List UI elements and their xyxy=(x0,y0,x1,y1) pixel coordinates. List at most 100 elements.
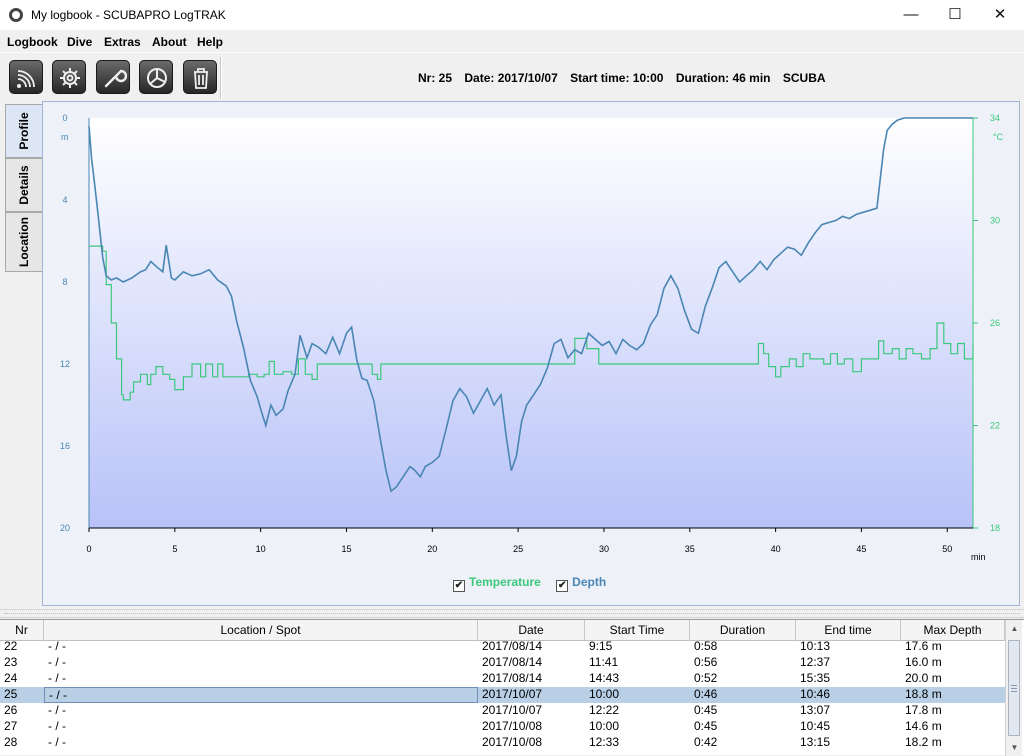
chart-legend: ✔ Temperature ✔ Depth xyxy=(453,575,606,592)
depth-tick-label: 12 xyxy=(60,359,70,369)
tab-details-label: Details xyxy=(17,165,31,205)
cell-duration: 0:45 xyxy=(694,703,718,717)
settings-gear-icon xyxy=(60,68,80,88)
menu-about[interactable]: About xyxy=(152,35,187,49)
table-row[interactable]: 22 - / - 2017/08/14 9:15 0:58 10:13 17.6 m xyxy=(0,641,1005,655)
connect-device-button[interactable] xyxy=(9,60,43,94)
scroll-up-arrow-icon[interactable]: ▲ xyxy=(1010,624,1019,633)
menu-bar: Logbook Dive Extras About Help xyxy=(0,30,1024,52)
tools-button[interactable] xyxy=(96,60,130,94)
cell-location: - / - xyxy=(44,687,478,703)
temperature-checkbox[interactable]: ✔ xyxy=(453,580,465,592)
cell-date: 2017/08/14 xyxy=(482,671,543,685)
scrollbar-grip-icon xyxy=(1011,685,1017,692)
panel-splitter[interactable] xyxy=(0,609,1024,618)
dive-start-time: Start time: 10:00 xyxy=(570,71,664,85)
column-header-start-time[interactable]: Start Time xyxy=(585,620,690,641)
cell-end-time: 10:13 xyxy=(800,641,831,653)
cell-start-time: 11:41 xyxy=(589,655,619,669)
scrollbar-thumb[interactable] xyxy=(1008,640,1020,736)
cell-date: 2017/10/07 xyxy=(482,687,543,701)
cell-date: 2017/10/07 xyxy=(482,703,543,717)
dive-info: Nr: 25 Date: 2017/10/07 Start time: 10:0… xyxy=(418,71,835,85)
table-row[interactable]: 28 - / - 2017/10/08 12:33 0:42 13:15 18.2 m xyxy=(0,735,1005,751)
dive-profile-panel: 0 5 10 15 20 25 30 35 40 45 50 0 4 8 12 16 20 34 30 26 22 1… xyxy=(42,101,1020,606)
cell-duration: 0:45 xyxy=(694,719,718,733)
x-tick-label: 5 xyxy=(172,544,177,554)
table-header: Nr Location / Spot Date Start Time Durat… xyxy=(0,620,1005,641)
delete-button[interactable] xyxy=(183,60,217,94)
cell-max-depth: 18.8 m xyxy=(905,687,942,701)
statistics-button[interactable] xyxy=(139,60,173,94)
scroll-down-arrow-icon[interactable]: ▼ xyxy=(1010,743,1019,752)
toolbar: Nr: 25 Date: 2017/10/07 Start time: 10:0… xyxy=(0,52,1024,100)
depth-tick-label: 16 xyxy=(60,441,70,451)
app-logo-icon xyxy=(9,8,23,22)
column-header-max-depth[interactable]: Max Depth xyxy=(901,620,1005,641)
menu-logbook[interactable]: Logbook xyxy=(7,35,58,49)
cell-start-time: 10:00 xyxy=(589,719,620,733)
cell-location: - / - xyxy=(48,719,66,733)
cell-location: - / - xyxy=(48,703,66,717)
dive-duration: Duration: 46 min xyxy=(675,71,771,85)
tab-profile-label: Profile xyxy=(17,112,31,150)
cell-start-time: 12:22 xyxy=(589,703,620,717)
column-header-location[interactable]: Location / Spot xyxy=(44,620,478,641)
cell-location: - / - xyxy=(48,671,66,685)
cell-nr: 23 xyxy=(4,655,18,669)
depth-tick-label: 8 xyxy=(62,277,67,287)
table-row[interactable]: 24 - / - 2017/08/14 14:43 0:52 15:35 20.0 m xyxy=(0,671,1005,687)
minimize-button[interactable]: — xyxy=(903,6,919,23)
table-row[interactable]: 25 - / - 2017/10/07 10:00 0:46 10:46 18.8 m xyxy=(0,687,1005,703)
cell-max-depth: 20.0 m xyxy=(905,671,942,685)
x-tick-label: 15 xyxy=(341,544,351,554)
dive-table: Nr Location / Spot Date Start Time Durat… xyxy=(0,619,1024,756)
temperature-tick-label: 26 xyxy=(990,318,1000,328)
column-header-date[interactable]: Date xyxy=(478,620,585,641)
cell-nr: 26 xyxy=(4,703,18,717)
cell-date: 2017/10/08 xyxy=(482,735,543,749)
cell-start-time: 12:33 xyxy=(589,735,620,749)
table-row[interactable]: 23 - / - 2017/08/14 11:41 0:56 12:37 16.0 m xyxy=(0,655,1005,671)
tab-profile[interactable]: Profile xyxy=(5,104,42,158)
settings-button[interactable] xyxy=(52,60,86,94)
cell-date: 2017/08/14 xyxy=(482,655,543,669)
table-row[interactable]: 26 - / - 2017/10/07 12:22 0:45 13:07 17.8 m xyxy=(0,703,1005,719)
temperature-tick-label: 30 xyxy=(990,216,1000,226)
column-header-nr[interactable]: Nr xyxy=(0,620,44,641)
x-tick-label: 30 xyxy=(599,544,609,554)
menu-extras[interactable]: Extras xyxy=(104,35,141,49)
depth-tick-label: 4 xyxy=(62,195,67,205)
trash-icon xyxy=(194,68,208,89)
cell-max-depth: 18.2 m xyxy=(905,735,942,749)
x-tick-label: 50 xyxy=(942,544,952,554)
temperature-tick-label: 18 xyxy=(990,523,1000,533)
cell-location: - / - xyxy=(48,655,66,669)
depth-checkbox[interactable]: ✔ xyxy=(556,580,569,592)
table-body: 22 - / - 2017/08/14 9:15 0:58 10:13 17.6 m 23 - … xyxy=(0,641,1005,756)
temperature-series-line xyxy=(89,245,974,401)
dive-number: Nr: 25 xyxy=(418,71,453,85)
x-tick-label: 40 xyxy=(771,544,781,554)
dive-mode: SCUBA xyxy=(782,71,826,85)
cell-start-time: 9:15 xyxy=(589,641,613,653)
tab-location[interactable]: Location xyxy=(5,212,42,272)
legend-depth: Depth xyxy=(572,575,607,589)
cell-location: - / - xyxy=(48,641,66,653)
cell-max-depth: 14.6 m xyxy=(905,719,942,733)
column-header-end-time[interactable]: End time xyxy=(796,620,901,641)
maximize-button[interactable]: ☐ xyxy=(948,6,962,23)
cell-end-time: 12:37 xyxy=(800,655,831,669)
cell-duration: 0:42 xyxy=(694,735,718,749)
menu-help[interactable]: Help xyxy=(197,35,224,49)
dive-date: Date: 2017/10/07 xyxy=(464,71,558,85)
table-scrollbar[interactable]: ▲ ▼ xyxy=(1005,620,1022,756)
cell-date: 2017/10/08 xyxy=(482,719,543,733)
cell-nr: 25 xyxy=(4,687,18,701)
tab-details[interactable]: Details xyxy=(5,158,42,212)
close-button[interactable]: ✕ xyxy=(993,6,1007,23)
column-header-duration[interactable]: Duration xyxy=(690,620,796,641)
menu-dive[interactable]: Dive xyxy=(67,35,93,49)
table-row[interactable]: 27 - / - 2017/10/08 10:00 0:45 10:45 14.6 m xyxy=(0,719,1005,735)
cell-start-time: 10:00 xyxy=(589,687,620,701)
